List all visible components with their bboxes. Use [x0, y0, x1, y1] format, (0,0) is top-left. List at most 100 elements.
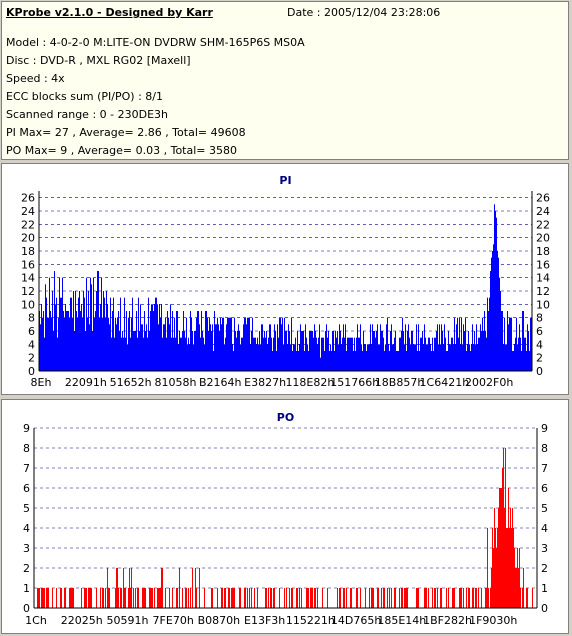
chart0-bar — [472, 324, 473, 371]
chart1-bar — [340, 588, 341, 608]
chart0-bar — [296, 351, 297, 371]
chart0-bar — [444, 324, 445, 371]
chart1-bar — [108, 588, 109, 608]
chart0-bar — [127, 344, 128, 371]
chart1-bar — [135, 588, 136, 608]
chart1-bar — [494, 508, 495, 608]
chart0-bar — [449, 344, 450, 371]
chart0-ytick-left: 24 — [21, 205, 35, 218]
chart0-bar — [356, 337, 357, 371]
chart0-bar — [78, 297, 79, 371]
chart0-bar — [454, 317, 455, 371]
chart0-bar — [304, 351, 305, 371]
chart0-bar — [132, 297, 133, 371]
chart1-ytick-left: 8 — [23, 442, 30, 455]
chart0-bar — [144, 311, 145, 371]
pi-chart-panel: PI 0 0 2 2 4 4 6 6 8 8 10 10 12 12 14 14 16 16 18 18 20 20 22 22… — [1, 163, 569, 395]
chart0-bar — [516, 317, 517, 371]
chart1-bar — [446, 588, 447, 608]
chart0-bar — [72, 317, 73, 371]
chart1-bar — [48, 588, 49, 608]
chart1-bar — [505, 448, 506, 608]
chart0-bar — [214, 311, 215, 371]
chart0-bar — [219, 331, 220, 371]
chart0-bar — [50, 311, 51, 371]
chart0-bar — [302, 331, 303, 371]
chart0-bar — [349, 337, 350, 371]
chart1-bar — [211, 588, 212, 608]
chart0-bar — [323, 337, 324, 371]
chart0-bar — [485, 331, 486, 371]
chart0-bar — [201, 311, 202, 371]
chart1-bar — [240, 588, 241, 608]
chart1-bar — [481, 588, 482, 608]
chart0-bar — [139, 331, 140, 371]
chart1-bar — [310, 588, 311, 608]
chart1-bar — [377, 588, 378, 608]
chart1-bar — [306, 588, 307, 608]
chart1-bar — [229, 588, 230, 608]
chart0-title: PI — [279, 174, 291, 187]
chart0-bar — [161, 304, 162, 371]
chart0-bar — [232, 344, 233, 371]
chart1-bar — [124, 588, 125, 608]
chart0-ytick-right: 16 — [536, 258, 550, 271]
chart0-bar — [251, 331, 252, 371]
chart0-bar — [393, 344, 394, 371]
chart0-bar — [134, 331, 135, 371]
chart0-bar — [431, 351, 432, 371]
chart0-bar — [267, 344, 268, 371]
info-ecc-blocks: ECC blocks sum (PI/PO) : 8/1 — [6, 90, 163, 103]
chart1-bar — [176, 588, 177, 608]
chart0-bar — [266, 331, 267, 371]
chart0-bar — [44, 337, 45, 371]
chart1-bar — [162, 568, 163, 608]
chart0-xtick: 8Eh — [31, 376, 52, 389]
chart1-bar — [81, 588, 82, 608]
chart1-bar — [502, 468, 503, 608]
chart0-xtick: 2002F0h — [465, 376, 513, 389]
chart1-bar — [468, 588, 469, 608]
chart0-bar — [236, 337, 237, 371]
chart0-bar — [389, 351, 390, 371]
chart0-ytick-right: 22 — [536, 218, 550, 231]
chart0-ytick-right: 24 — [536, 205, 550, 218]
chart0-bar — [524, 337, 525, 371]
chart0-bar — [158, 324, 159, 371]
chart1-bar — [498, 508, 499, 608]
chart1-ytick-right: 0 — [541, 602, 548, 615]
chart0-bar — [309, 331, 310, 371]
chart0-ytick-right: 20 — [536, 232, 550, 245]
chart0-bar — [418, 324, 419, 371]
chart0-bar — [82, 317, 83, 371]
chart1-bar — [404, 588, 405, 608]
chart0-bar — [70, 297, 71, 371]
chart0-bar — [68, 311, 69, 371]
chart0-bar — [168, 317, 169, 371]
chart0-bar — [368, 344, 369, 371]
chart0-bar — [345, 324, 346, 371]
chart1-bar — [383, 588, 384, 608]
chart0-bar — [314, 324, 315, 371]
chart0-bar — [436, 331, 437, 371]
chart0-bar — [170, 304, 171, 371]
chart0-bar — [421, 337, 422, 371]
chart1-bar — [384, 588, 385, 608]
chart0-bar — [253, 337, 254, 371]
chart1-bar — [44, 588, 45, 608]
chart0-bar — [381, 331, 382, 371]
chart0-bar — [467, 344, 468, 371]
chart1-bar — [501, 488, 502, 608]
chart1-bar — [137, 588, 138, 608]
chart0-bar — [445, 337, 446, 371]
chart1-bar — [42, 588, 43, 608]
chart1-ytick-left: 0 — [23, 602, 30, 615]
chart0-bar — [411, 331, 412, 371]
chart0-bar — [448, 331, 449, 371]
chart0-bar — [74, 331, 75, 371]
chart0-bar — [502, 311, 503, 371]
chart0-bar — [428, 337, 429, 371]
chart1-bar — [504, 508, 505, 608]
chart1-bar — [311, 588, 312, 608]
chart0-bar — [330, 344, 331, 371]
